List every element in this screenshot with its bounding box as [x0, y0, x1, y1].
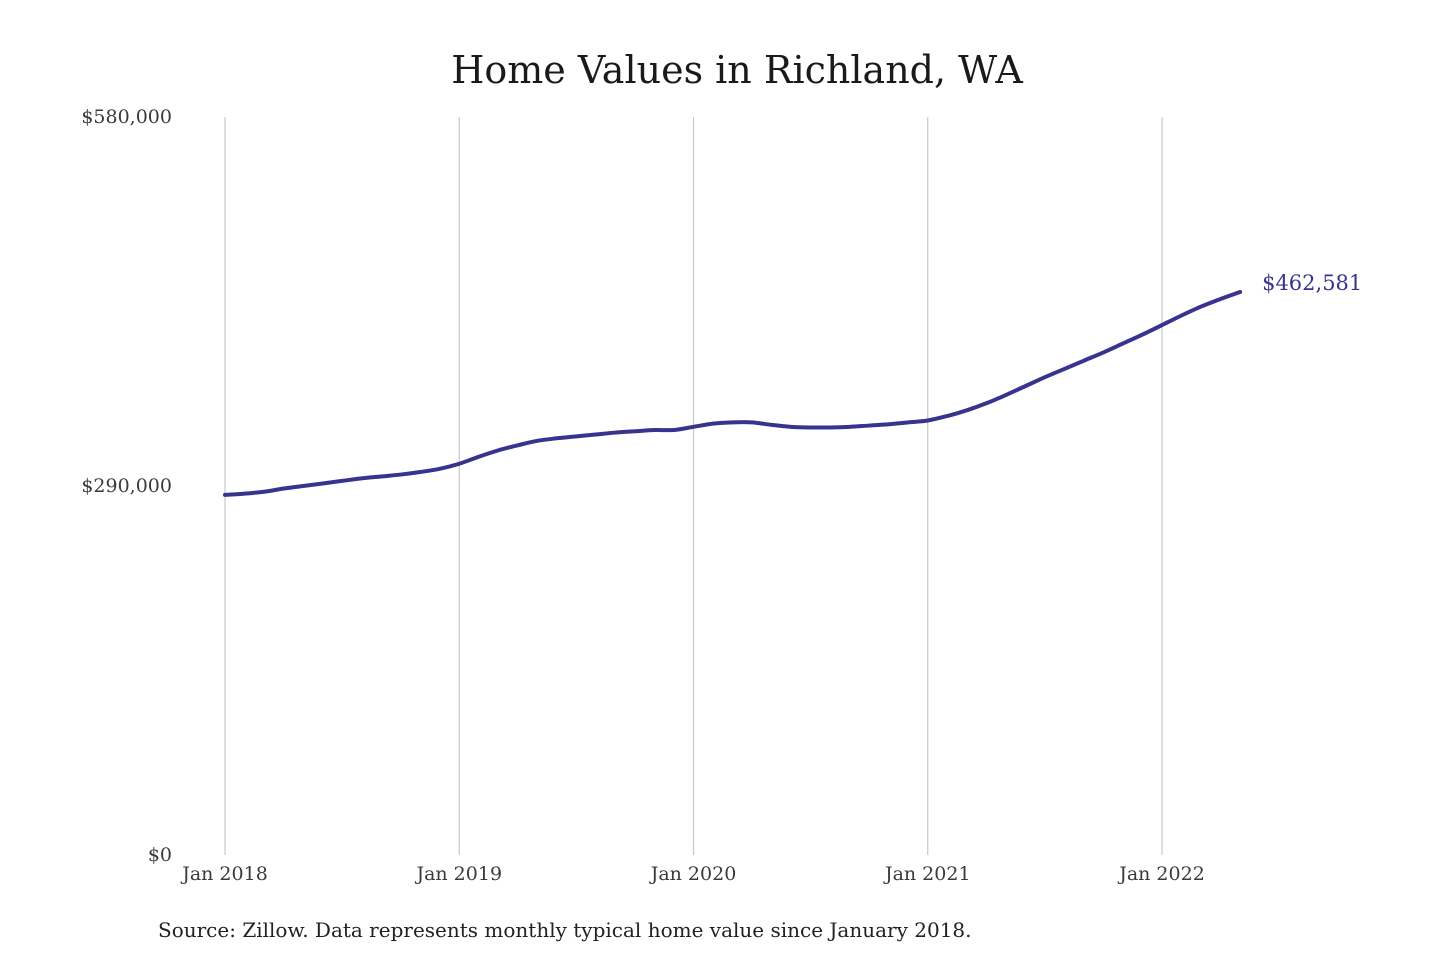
- end-value-label: $462,581: [1262, 271, 1362, 295]
- y-axis-ticks: $0 $290,000 $580,000: [81, 106, 172, 866]
- y-tick-label: $290,000: [81, 475, 172, 497]
- x-tick-label: Jan 2018: [180, 863, 268, 885]
- x-tick-label: Jan 2021: [883, 863, 971, 885]
- y-tick-label: $0: [148, 844, 172, 866]
- chart-title: Home Values in Richland, WA: [451, 48, 1023, 92]
- series-line: [223, 289, 1243, 497]
- x-axis-ticks: Jan 2018 Jan 2019 Jan 2020 Jan 2021 Jan 2022: [180, 863, 1205, 885]
- y-tick-label: $580,000: [81, 106, 172, 128]
- x-tick-label: Jan 2020: [649, 863, 737, 885]
- x-tick-label: Jan 2022: [1117, 863, 1205, 885]
- x-tick-label: Jan 2019: [414, 863, 502, 885]
- series-layer: $462,581: [223, 271, 1362, 497]
- x-gridlines: [224, 117, 1163, 855]
- source-note: Source: Zillow. Data represents monthly …: [158, 918, 972, 942]
